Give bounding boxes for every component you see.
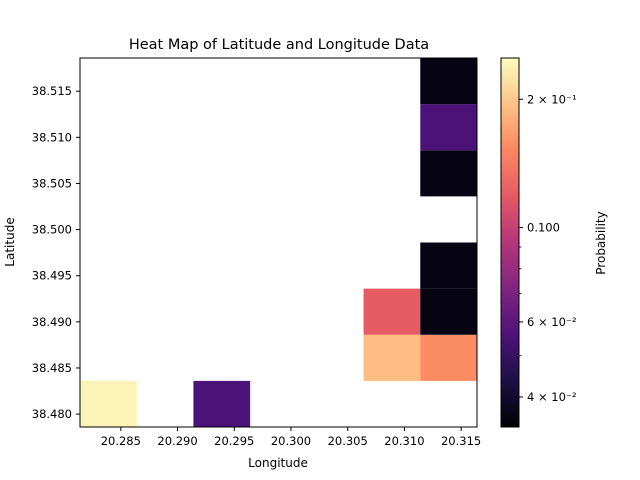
colorbar-tick-label: 6 × 10⁻²	[527, 315, 577, 329]
x-tick-label: 20.315	[441, 434, 481, 448]
colorbar	[501, 58, 519, 427]
heatmap-cell	[420, 104, 477, 151]
y-tick-label: 38.500	[32, 223, 72, 237]
y-axis-label: Latitude	[3, 217, 17, 266]
colorbar-tick-label: 2 × 10⁻¹	[527, 92, 577, 106]
heatmap-cell	[420, 334, 477, 381]
heatmap-cell	[80, 380, 137, 427]
x-tick-label: 20.290	[157, 434, 197, 448]
y-tick-label: 38.510	[32, 130, 72, 144]
x-tick-label: 20.285	[101, 434, 141, 448]
heatmap-cell	[420, 58, 477, 105]
x-tick-label: 20.300	[271, 434, 311, 448]
plot-frame	[79, 57, 478, 428]
colorbar-frame	[500, 57, 520, 428]
chart-title: Heat Map of Latitude and Longitude Data	[129, 37, 429, 53]
heatmap-cell	[420, 288, 477, 335]
y-tick-label: 38.515	[32, 84, 72, 98]
colorbar-tick-label: 4 × 10⁻²	[527, 390, 577, 404]
heatmap-cell	[193, 380, 251, 427]
x-tick-label: 20.305	[328, 434, 368, 448]
heatmap-cells	[80, 58, 477, 427]
x-tick-label: 20.310	[384, 434, 424, 448]
y-tick-label: 38.490	[32, 315, 72, 329]
x-axis-label: Longitude	[248, 456, 308, 470]
colorbar-tick-label: 0.100	[527, 220, 560, 234]
y-tick-label: 38.485	[32, 361, 72, 375]
heatmap-cell	[420, 150, 477, 197]
heatmap-cell	[420, 242, 477, 289]
x-tick-label: 20.295	[214, 434, 254, 448]
colorbar-label: Probability	[594, 211, 608, 274]
heatmap-cell	[363, 288, 421, 335]
y-tick-label: 38.495	[32, 269, 72, 283]
y-tick-label: 38.480	[32, 407, 72, 421]
colorbar-ticks: 4 × 10⁻² 6 × 10⁻² 0.100 2 × 10⁻¹	[519, 92, 577, 404]
heatmap-cell	[363, 334, 421, 381]
y-tick-label: 38.505	[32, 176, 72, 190]
y-axis: 38.480 38.485 38.490 38.495 38.500 38.505 38.5…	[32, 84, 80, 421]
x-axis: 20.285 20.290 20.295 20.300 20.305 20.310 20.3…	[101, 427, 481, 448]
